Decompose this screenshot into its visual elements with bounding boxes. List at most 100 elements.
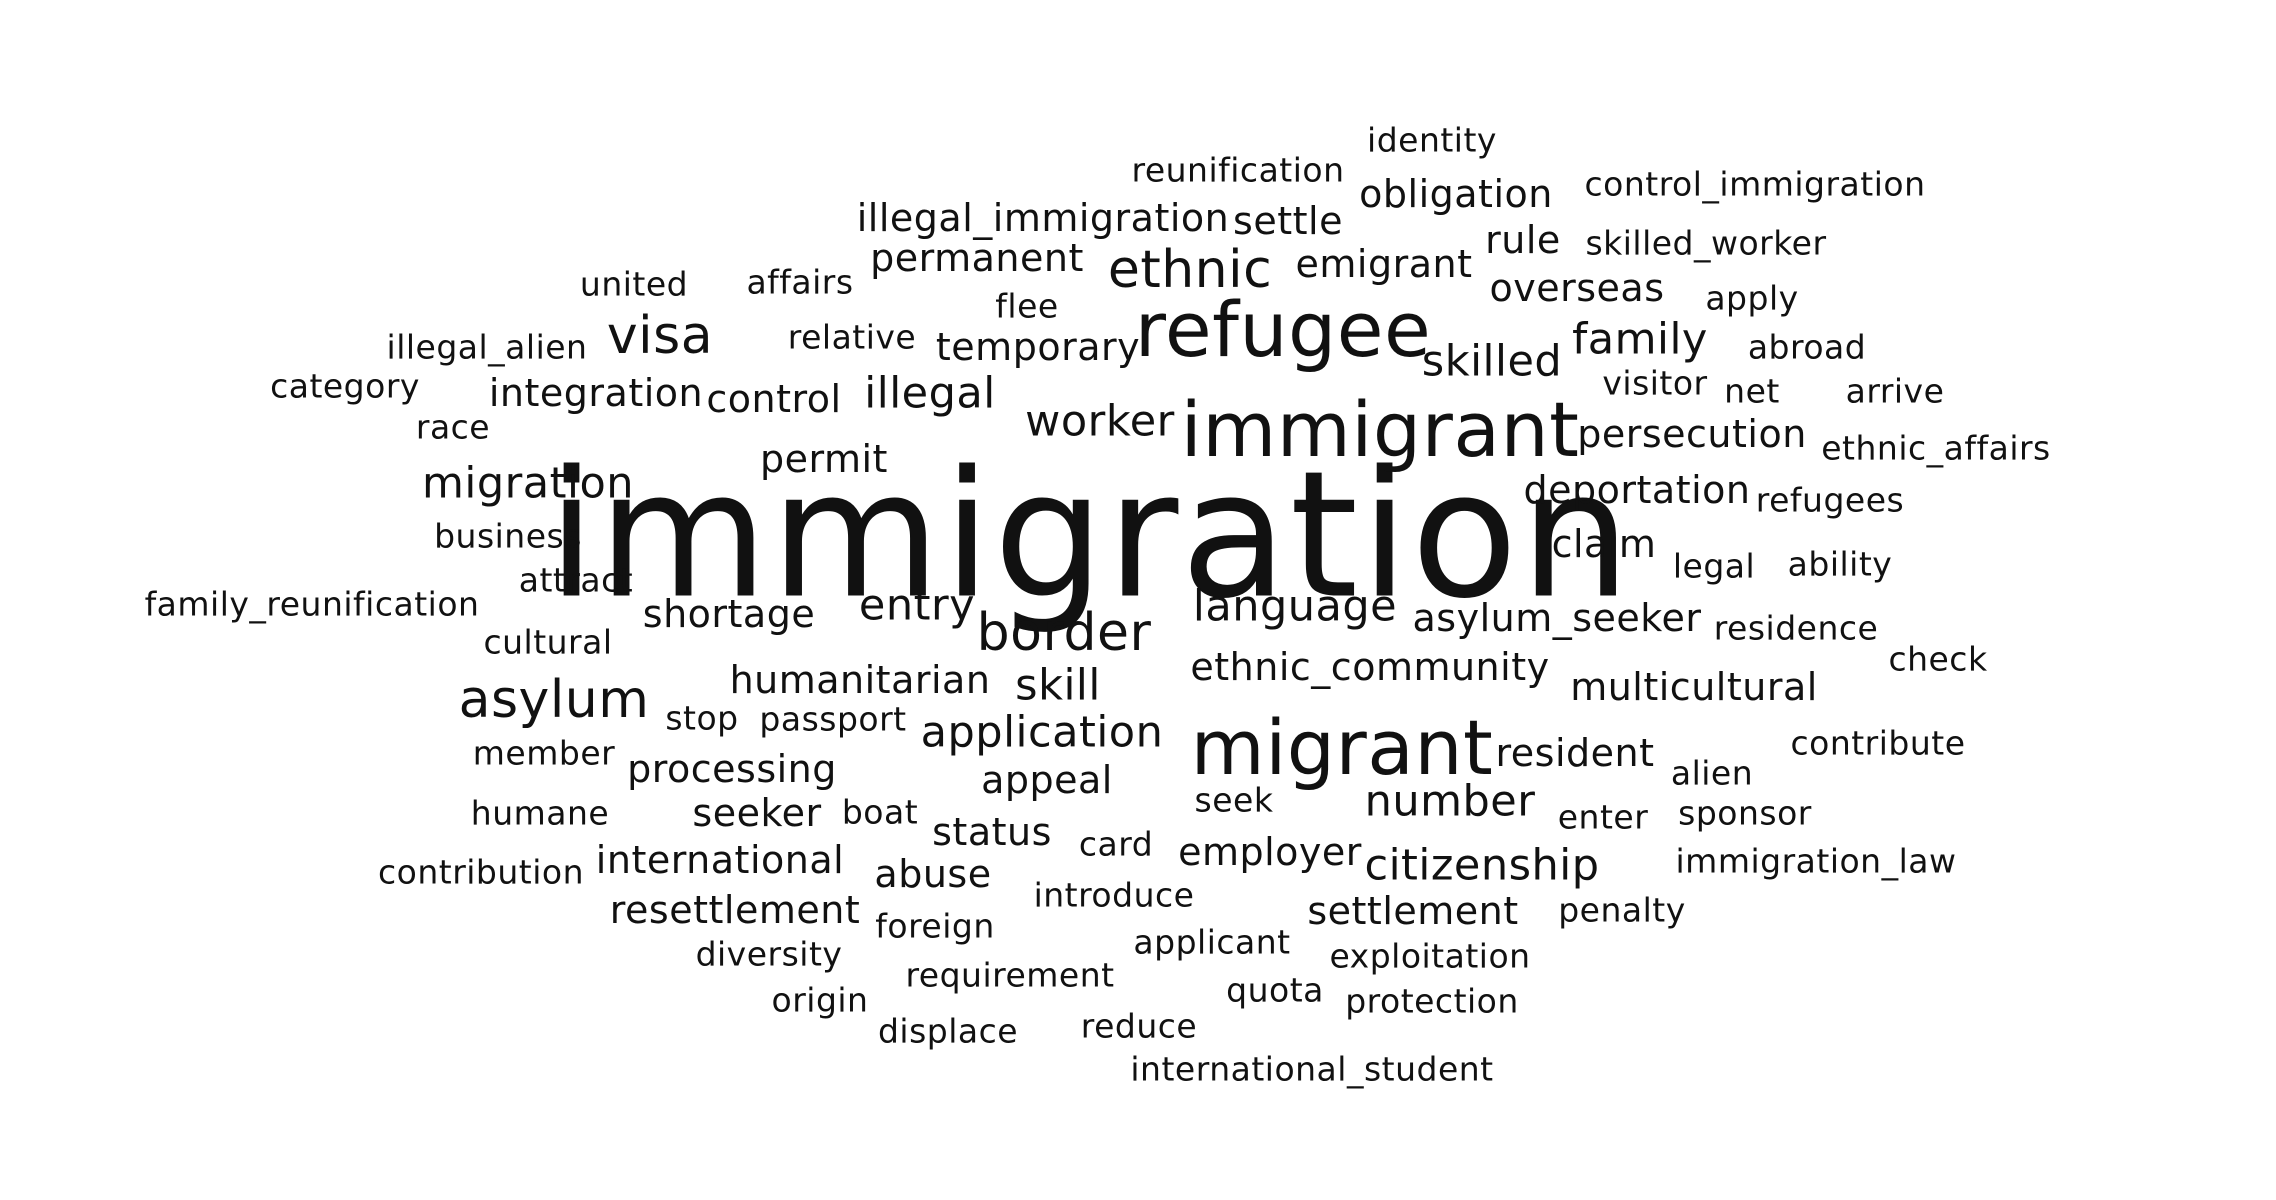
word-language: language	[1192, 581, 1398, 632]
word-boat: boat	[841, 792, 919, 832]
word-immigration-law: immigration_law	[1675, 841, 1957, 881]
word-protection: protection	[1345, 981, 1519, 1021]
word-cultural: cultural	[483, 622, 613, 662]
word-asylum: asylum	[458, 670, 650, 730]
word-stop: stop	[665, 698, 739, 738]
word-reunification: reunification	[1131, 150, 1345, 190]
word-united: united	[579, 264, 689, 304]
word-settlement: settlement	[1307, 889, 1519, 933]
word-arrive: arrive	[1845, 371, 1945, 411]
word-humane: humane	[470, 793, 610, 833]
word-sponsor: sponsor	[1678, 793, 1812, 833]
word-contribution: contribution	[378, 852, 584, 892]
word-rule: rule	[1485, 218, 1561, 262]
word-shortage: shortage	[642, 592, 816, 636]
word-card: card	[1078, 824, 1154, 864]
word-reduce: reduce	[1080, 1006, 1198, 1046]
word-permanent: permanent	[870, 236, 1084, 280]
word-obligation: obligation	[1359, 172, 1553, 216]
word-family: family	[1572, 314, 1708, 365]
word-resettlement: resettlement	[609, 888, 861, 932]
word-illegal-immigration: illegal_immigration	[856, 196, 1230, 240]
word-applicant: applicant	[1133, 922, 1291, 962]
word-processing: processing	[627, 747, 837, 791]
word-control: control	[706, 377, 842, 421]
word-immigrant: immigrant	[1180, 385, 1580, 474]
word-emigrant: emigrant	[1295, 242, 1473, 286]
word-relative: relative	[787, 317, 917, 357]
word-legal: legal	[1672, 546, 1756, 586]
word-member: member	[472, 733, 616, 773]
word-migration: migration	[421, 458, 635, 509]
word-identity: identity	[1367, 120, 1497, 160]
word-requirement: requirement	[905, 955, 1115, 995]
word-international: international	[595, 838, 845, 882]
word-illegal: illegal	[864, 368, 996, 419]
word-ability: ability	[1787, 544, 1893, 584]
word-illegal-alien: illegal_alien	[386, 327, 588, 367]
word-humanitarian: humanitarian	[729, 658, 991, 702]
word-border: border	[976, 603, 1152, 663]
word-net: net	[1724, 371, 1780, 411]
word-passport: passport	[759, 699, 907, 739]
word-multicultural: multicultural	[1570, 665, 1818, 709]
word-refugees: refugees	[1755, 480, 1905, 520]
word-residence: residence	[1713, 608, 1879, 648]
word-temporary: temporary	[935, 325, 1141, 369]
word-enter: enter	[1557, 797, 1649, 837]
word-status: status	[932, 810, 1052, 854]
word-flee: flee	[995, 286, 1059, 326]
word-appeal: appeal	[981, 758, 1113, 802]
word-skill: skill	[1015, 660, 1101, 711]
word-visitor: visitor	[1602, 363, 1708, 403]
word-exploitation: exploitation	[1329, 936, 1531, 976]
word-business: business	[434, 516, 582, 556]
word-visa: visa	[606, 306, 714, 366]
word-seek: seek	[1194, 780, 1274, 820]
word-permit: permit	[760, 437, 888, 481]
word-international-student: international_student	[1130, 1049, 1494, 1089]
word-skilled: skilled	[1421, 336, 1563, 387]
word-resident: resident	[1495, 731, 1655, 775]
word-abuse: abuse	[874, 852, 992, 896]
word-migrant: migrant	[1190, 703, 1494, 792]
word-family-reunification: family_reunification	[144, 584, 480, 624]
word-settle: settle	[1233, 199, 1343, 243]
word-worker: worker	[1025, 396, 1175, 447]
word-ethnic: ethnic	[1107, 240, 1273, 300]
word-employer: employer	[1178, 830, 1362, 874]
word-check: check	[1888, 639, 1988, 679]
word-race: race	[415, 407, 491, 447]
word-number: number	[1364, 776, 1536, 827]
word-apply: apply	[1705, 278, 1799, 318]
word-skilled-worker: skilled_worker	[1585, 223, 1827, 263]
word-refugee: refugee	[1134, 285, 1432, 374]
word-affairs: affairs	[746, 262, 854, 302]
word-claim: claim	[1551, 522, 1657, 566]
word-origin: origin	[771, 980, 869, 1020]
word-category: category	[270, 366, 420, 406]
word-ethnic-affairs: ethnic_affairs	[1821, 428, 2051, 468]
word-displace: displace	[877, 1011, 1019, 1051]
word-application: application	[920, 707, 1164, 758]
word-quota: quota	[1226, 970, 1324, 1010]
word-diversity: diversity	[695, 934, 843, 974]
word-control-immigration: control_immigration	[1584, 164, 1926, 204]
word-introduce: introduce	[1033, 875, 1195, 915]
word-deportation: deportation	[1523, 468, 1751, 512]
word-overseas: overseas	[1489, 266, 1665, 310]
word-contribute: contribute	[1790, 723, 1966, 763]
word-asylum-seeker: asylum_seeker	[1412, 596, 1702, 640]
word-immigration: immigration	[547, 434, 1633, 638]
word-foreign: foreign	[875, 906, 995, 946]
word-persecution: persecution	[1577, 412, 1807, 456]
word-penalty: penalty	[1558, 890, 1686, 930]
word-ethnic-community: ethnic_community	[1190, 645, 1550, 689]
word-alien: alien	[1670, 753, 1754, 793]
word-attract: attract	[518, 560, 634, 600]
word-entry: entry	[858, 580, 976, 631]
word-abroad: abroad	[1747, 327, 1867, 367]
word-integration: integration	[488, 371, 704, 415]
word-seeker: seeker	[692, 791, 822, 835]
